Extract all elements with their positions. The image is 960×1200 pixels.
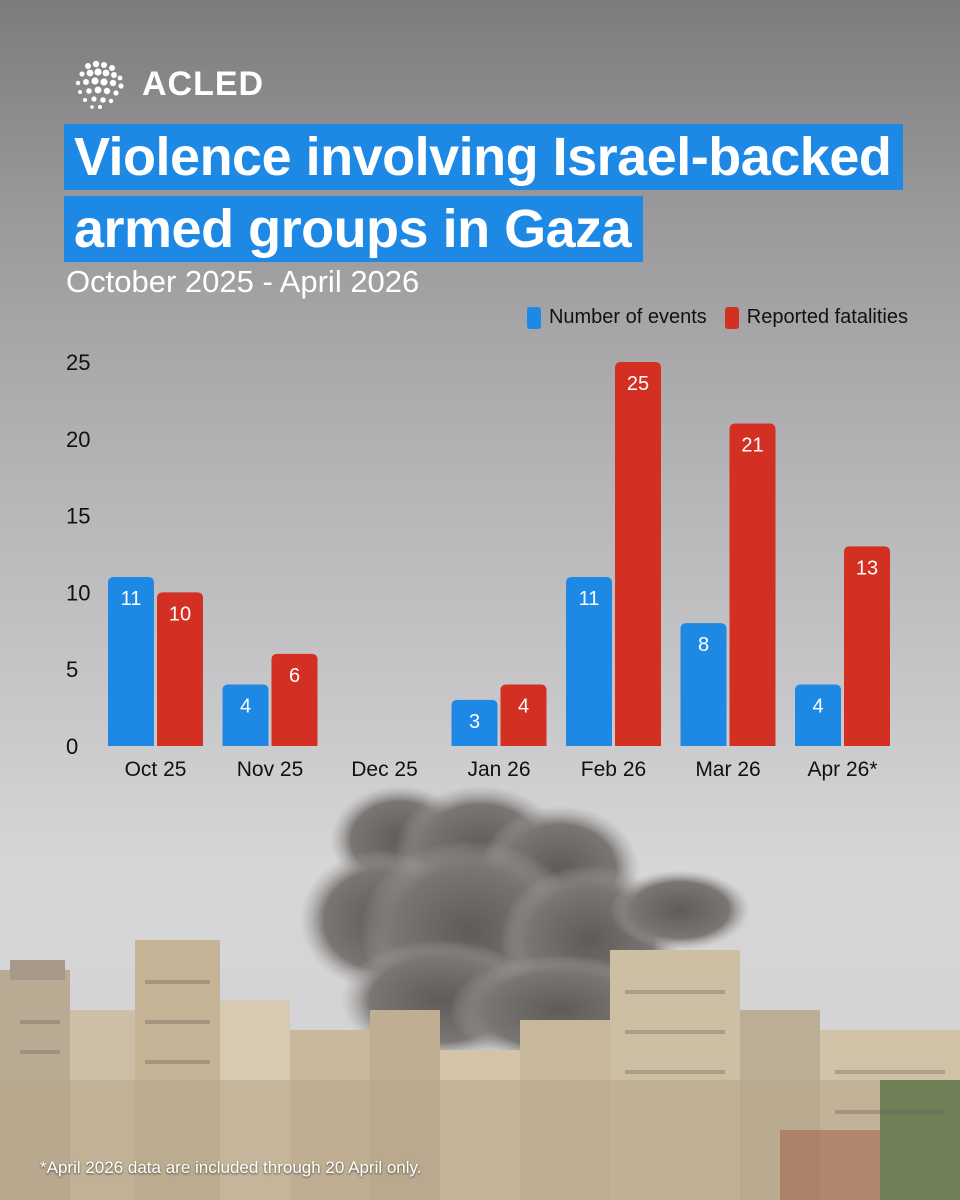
x-tick-label: Dec 25 — [351, 758, 418, 781]
fatalities-data-label: 6 — [289, 665, 300, 687]
fatalities-bar — [615, 362, 661, 746]
x-tick-label: Apr 26* — [807, 758, 877, 781]
fatalities-data-label: 4 — [518, 696, 529, 718]
y-tick-label: 20 — [66, 427, 90, 452]
fatalities-bar — [157, 592, 203, 746]
fatalities-bar — [271, 653, 318, 746]
legend-item-fatalities: Reported fatalities — [724, 306, 908, 329]
events-bar — [451, 699, 498, 746]
events-data-label: 8 — [698, 634, 709, 656]
brand-name: ACLED — [142, 64, 265, 103]
events-bar — [222, 684, 269, 746]
events-bar — [108, 577, 154, 746]
fatalities-data-label: 25 — [627, 373, 649, 395]
events-bar — [680, 623, 727, 746]
fatalities-bar — [844, 546, 890, 746]
y-tick-label: 25 — [66, 350, 90, 375]
chart-title: Violence involving Israel-backed armed g… — [64, 124, 904, 268]
x-tick-label: Oct 25 — [125, 758, 187, 781]
x-tick-label: Jan 26 — [467, 758, 530, 781]
gaza-skyline-smoke-image — [0, 785, 960, 1200]
fatalities-bar — [729, 423, 776, 746]
chart-subtitle: October 2025 - April 2026 — [66, 264, 420, 299]
legend-swatch-events — [526, 306, 541, 329]
bar-chart: 0 5 10 15 20 25 11 10 Oct 25 4 6 Nov 25 Dec 25 3 4 Jan … — [66, 350, 890, 781]
events-data-label: 4 — [812, 696, 823, 718]
title-line-1: Violence involving Israel-backed — [64, 124, 904, 190]
legend-label-fatalities: Reported fatalities — [746, 306, 908, 328]
y-tick-label: 5 — [66, 657, 78, 682]
fatalities-data-label: 13 — [856, 557, 878, 579]
acled-logo: ACLED — [68, 56, 264, 112]
fatalities-data-label: 10 — [169, 603, 191, 625]
fatalities-data-label: 21 — [741, 434, 763, 456]
y-tick-label: 0 — [66, 734, 78, 759]
y-tick-label: 10 — [66, 580, 90, 605]
globe-dots-icon — [75, 60, 124, 109]
x-tick-label: Nov 25 — [237, 758, 304, 781]
events-bar — [566, 577, 612, 746]
events-data-label: 11 — [121, 588, 142, 610]
events-data-label: 11 — [579, 588, 600, 610]
events-bar — [795, 684, 841, 746]
x-tick-label: Feb 26 — [581, 758, 646, 781]
fatalities-bar — [500, 684, 547, 746]
legend-item-events: Number of events — [526, 306, 707, 329]
title-line-2: armed groups in Gaza — [64, 196, 644, 262]
footnote: *April 2026 data are included through 20… — [40, 1158, 422, 1177]
chart-legend: Number of events Reported fatalities — [517, 306, 908, 329]
events-data-label: 3 — [469, 711, 480, 733]
y-tick-label: 15 — [66, 504, 90, 529]
x-tick-label: Mar 26 — [695, 758, 760, 781]
legend-swatch-fatalities — [724, 306, 739, 329]
events-data-label: 4 — [240, 696, 251, 718]
legend-label-events: Number of events — [548, 306, 707, 328]
